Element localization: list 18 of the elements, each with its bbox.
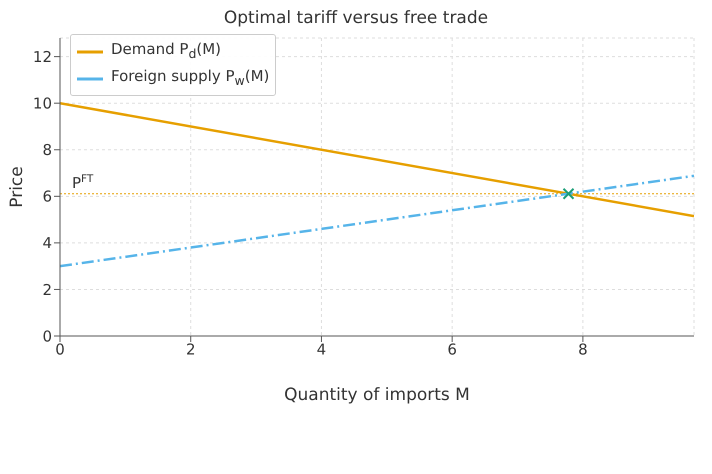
y-tick-label: 6 <box>42 188 52 206</box>
x-tick-label: 6 <box>447 340 457 359</box>
y-tick-label: 8 <box>42 141 52 160</box>
x-tick-label: 0 <box>55 340 65 359</box>
chart-title: Optimal tariff versus free trade <box>222 8 490 30</box>
legend-label: Demand P$_{d}$(M) <box>111 39 222 63</box>
x-tick-label: 2 <box>186 340 196 359</box>
y-tick-label: 0 <box>42 327 52 346</box>
y-tick-label: 10 <box>32 94 52 113</box>
x-tick-label: 4 <box>316 340 326 359</box>
legend-label: Foreign supply P$_{w}$(M) <box>111 66 270 90</box>
y-axis-title: Price <box>7 166 28 208</box>
x-axis-title: Quantity of imports M <box>284 385 470 405</box>
y-tick-label: 4 <box>42 234 52 252</box>
y-tick-label: 12 <box>32 48 52 66</box>
y-tick-label: 2 <box>42 280 52 299</box>
ref-line-label: P$^{FT}$ <box>72 172 94 192</box>
x-tick-label: 8 <box>578 340 588 359</box>
